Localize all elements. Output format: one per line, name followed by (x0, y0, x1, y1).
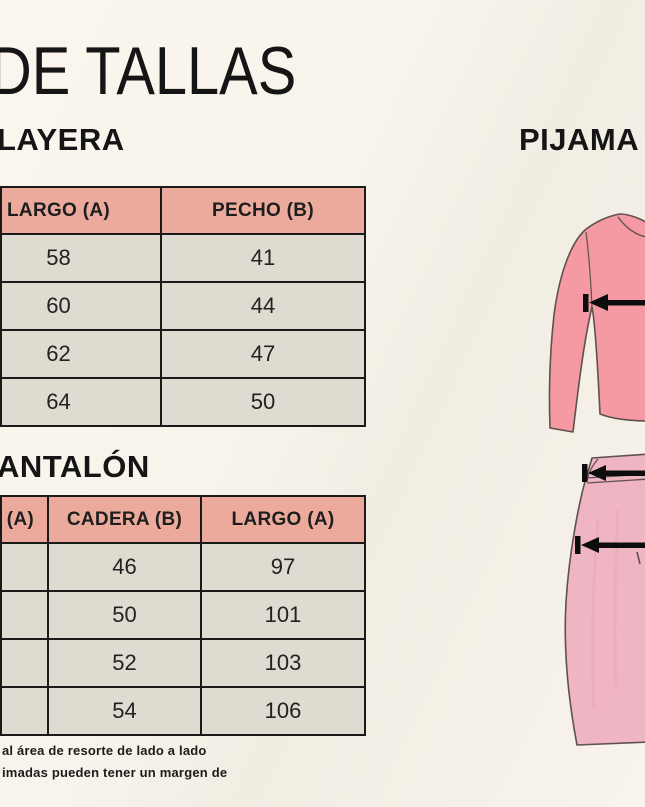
cell-cadera: 50 (47, 590, 202, 640)
cell-largo: 97 (200, 542, 366, 592)
cell-pecho: 50 (160, 377, 366, 427)
column-header-largo: LARGO (A) (200, 495, 366, 544)
table-row: 46 97 (0, 542, 366, 592)
column-header-pecho: PECHO (B) (160, 186, 366, 235)
shoulder-seam-line (585, 231, 593, 308)
cell-pecho: 41 (160, 233, 366, 283)
pantalon-size-table: (A) CADERA (B) LARGO (A) 46 97 50 101 52… (0, 495, 366, 736)
pajama-top-illustration (548, 213, 645, 433)
cell-cintura (0, 686, 49, 736)
page-title: DE TALLAS (0, 33, 297, 109)
cell-largo: 60 (0, 281, 162, 331)
column-header-largo: LARGO (A) (0, 186, 162, 235)
column-header-cadera: CADERA (B) (47, 495, 202, 544)
chest-measure-arrow (583, 294, 645, 312)
playera-size-table: LARGO (A) PECHO (B) 58 41 60 44 62 47 64… (0, 186, 366, 427)
pajama-pants-shape (564, 453, 645, 746)
cell-largo: 64 (0, 377, 162, 427)
section-heading-pantalon: ANTALÓN (0, 449, 150, 484)
pajama-top-shape (548, 213, 645, 433)
table-header-row: LARGO (A) PECHO (B) (0, 186, 366, 235)
cell-largo: 101 (200, 590, 366, 640)
table-row: 50 101 (0, 590, 366, 640)
cell-largo: 58 (0, 233, 162, 283)
cell-cadera: 54 (47, 686, 202, 736)
table-row: 58 41 (0, 233, 366, 283)
waist-measure-arrow (582, 464, 645, 482)
table-row: 60 44 (0, 281, 366, 331)
footnote-waist-note: al área de resorte de lado a lado (2, 743, 207, 758)
cell-largo: 103 (200, 638, 366, 688)
footnote-margin-note: imadas pueden tener un margen de (2, 765, 228, 780)
cell-largo: 62 (0, 329, 162, 379)
cell-pecho: 44 (160, 281, 366, 331)
collar-seam-line (617, 216, 645, 238)
cell-cadera: 52 (47, 638, 202, 688)
table-header-row: (A) CADERA (B) LARGO (A) (0, 495, 366, 544)
column-header-cintura: (A) (0, 495, 49, 544)
pajama-pants-illustration (564, 453, 645, 746)
cell-cintura (0, 590, 49, 640)
table-row: 62 47 (0, 329, 366, 379)
cell-largo: 106 (200, 686, 366, 736)
table-row: 54 106 (0, 686, 366, 736)
table-row: 64 50 (0, 377, 366, 427)
cell-pecho: 47 (160, 329, 366, 379)
cell-cintura (0, 542, 49, 592)
cell-cintura (0, 638, 49, 688)
cell-cadera: 46 (47, 542, 202, 592)
section-heading-pijama: PIJAMA (519, 122, 640, 157)
table-row: 52 103 (0, 638, 366, 688)
section-heading-playera: LAYERA (0, 122, 125, 157)
hip-measure-arrow (575, 536, 645, 554)
fly-seam-line (636, 551, 641, 565)
